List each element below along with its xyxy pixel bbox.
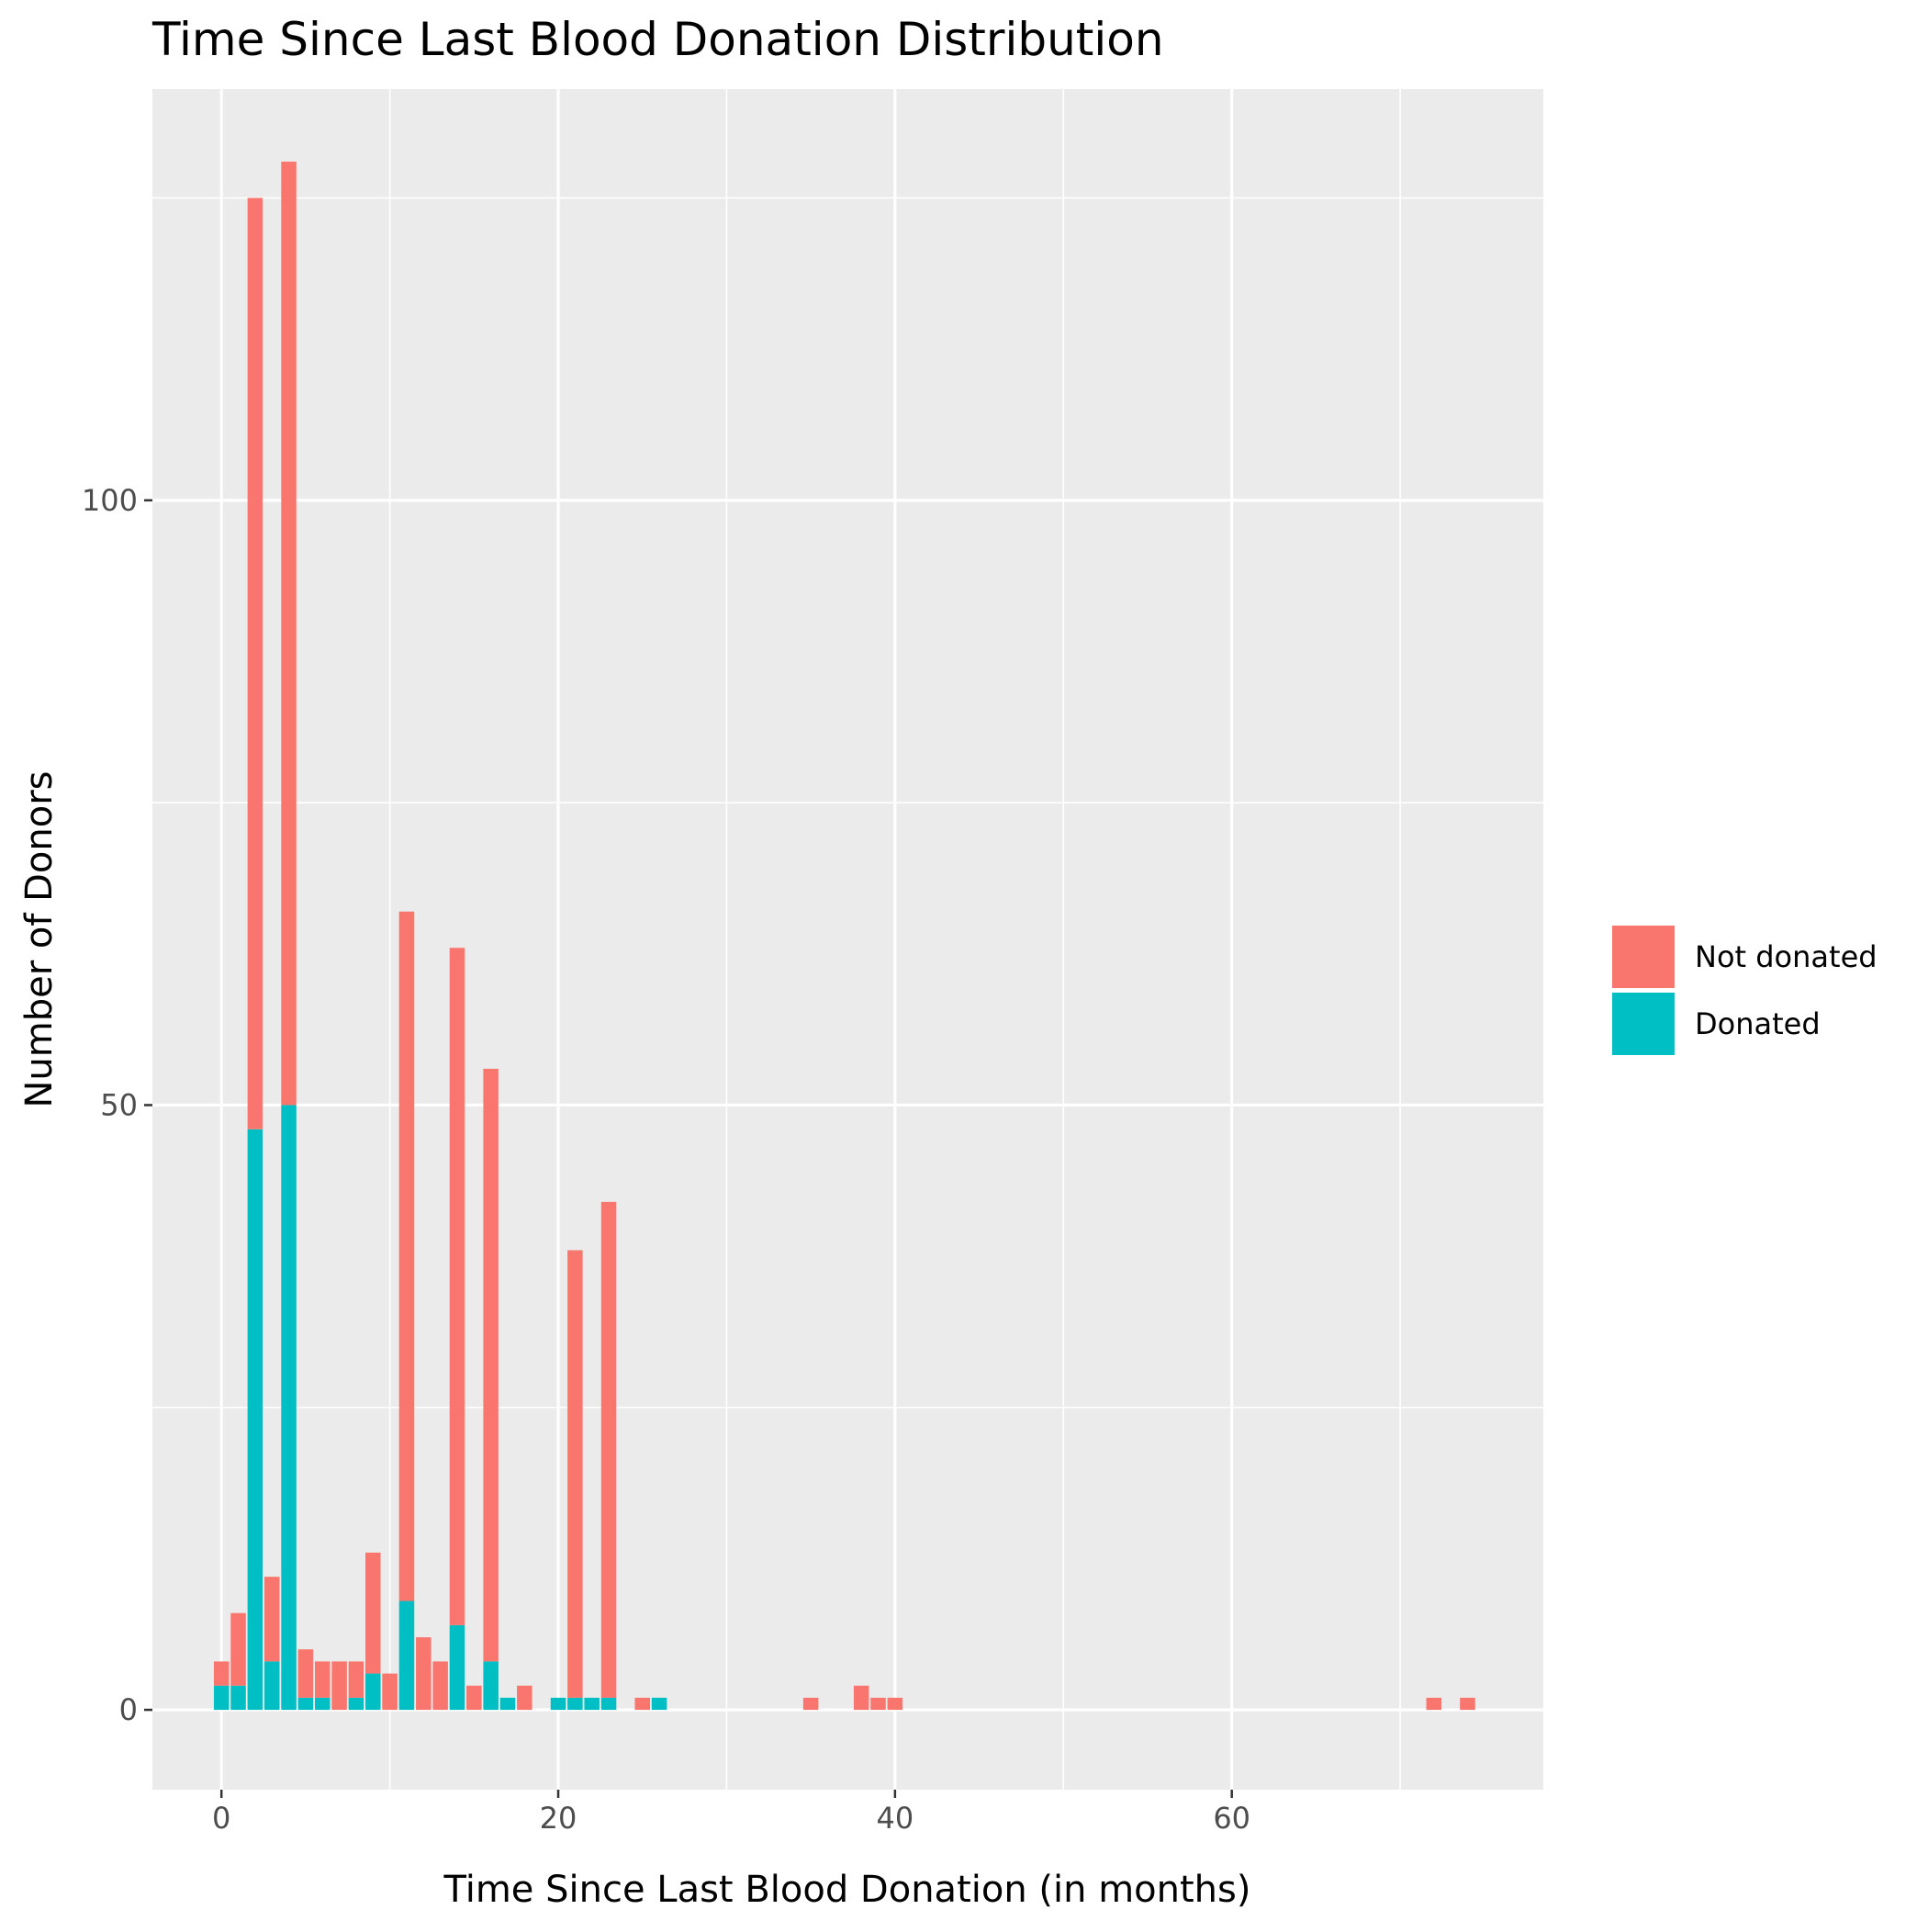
bar-not-donated xyxy=(600,1201,617,1698)
bar-not-donated xyxy=(1426,1697,1442,1711)
bar-donated xyxy=(281,1105,297,1711)
x-tick-label: 20 xyxy=(540,1801,577,1836)
bar-donated xyxy=(449,1624,465,1711)
bar-donated xyxy=(651,1697,667,1711)
legend-label: Donated xyxy=(1695,1006,1821,1041)
bar-not-donated xyxy=(230,1612,246,1686)
bar-not-donated xyxy=(449,948,465,1625)
bar-donated xyxy=(348,1697,364,1711)
bar-not-donated xyxy=(263,1577,280,1662)
grid-minor xyxy=(152,89,1543,1790)
chart-title: Time Since Last Blood Donation Distribut… xyxy=(151,13,1164,66)
legend-label: Not donated xyxy=(1695,939,1878,974)
bar-not-donated xyxy=(331,1661,347,1711)
bar-not-donated xyxy=(567,1250,583,1698)
bar-not-donated xyxy=(348,1661,364,1698)
x-tick-label: 40 xyxy=(876,1801,914,1836)
bar-not-donated xyxy=(517,1685,532,1711)
bar-not-donated xyxy=(870,1697,886,1711)
bar-donated xyxy=(247,1129,263,1711)
bar-not-donated xyxy=(281,162,297,1106)
y-tick-label: 0 xyxy=(119,1692,138,1727)
bar-donated xyxy=(600,1697,617,1711)
bar-donated xyxy=(297,1697,314,1711)
bar-not-donated xyxy=(213,1661,230,1686)
bar-not-donated xyxy=(297,1649,314,1698)
x-tick-label: 60 xyxy=(1213,1801,1250,1836)
bar-not-donated xyxy=(1460,1697,1475,1711)
bar-not-donated xyxy=(634,1697,650,1711)
bar-donated xyxy=(365,1673,381,1711)
x-tick-label: 0 xyxy=(212,1801,230,1836)
bar-not-donated xyxy=(483,1068,499,1662)
y-tick-label: 100 xyxy=(82,483,138,518)
bar-donated xyxy=(483,1661,499,1711)
y-tick-label: 50 xyxy=(100,1087,138,1122)
bar-not-donated xyxy=(853,1685,869,1711)
bar-donated xyxy=(213,1685,230,1711)
bar-donated xyxy=(499,1697,516,1711)
bar-not-donated xyxy=(887,1697,903,1711)
bar-not-donated xyxy=(802,1697,819,1711)
bar-donated xyxy=(263,1661,280,1711)
bar-not-donated xyxy=(398,911,415,1601)
y-axis-title: Number of Donors xyxy=(18,770,61,1107)
bar-not-donated xyxy=(466,1685,482,1711)
x-axis-title: Time Since Last Blood Donation (in month… xyxy=(443,1869,1251,1911)
bar-donated xyxy=(550,1697,566,1711)
bar-donated xyxy=(567,1697,583,1711)
y-axis: 0 50 100 xyxy=(82,483,152,1727)
bar-not-donated xyxy=(432,1661,448,1711)
legend-key xyxy=(1612,993,1675,1055)
bar-not-donated xyxy=(365,1552,381,1674)
bar-not-donated xyxy=(416,1637,432,1711)
legend-key xyxy=(1612,926,1675,988)
bar-donated xyxy=(398,1601,415,1711)
bar-donated xyxy=(230,1685,246,1711)
bar-donated xyxy=(584,1697,600,1711)
x-axis: 0 20 40 60 xyxy=(212,1790,1250,1836)
bar-not-donated xyxy=(247,197,263,1129)
legend: Not donated Donated xyxy=(1612,926,1878,1055)
bars xyxy=(213,162,1475,1711)
bar-not-donated xyxy=(382,1673,398,1711)
bar-donated xyxy=(314,1697,331,1711)
plot-panel xyxy=(152,89,1543,1790)
bar-not-donated xyxy=(314,1661,331,1698)
